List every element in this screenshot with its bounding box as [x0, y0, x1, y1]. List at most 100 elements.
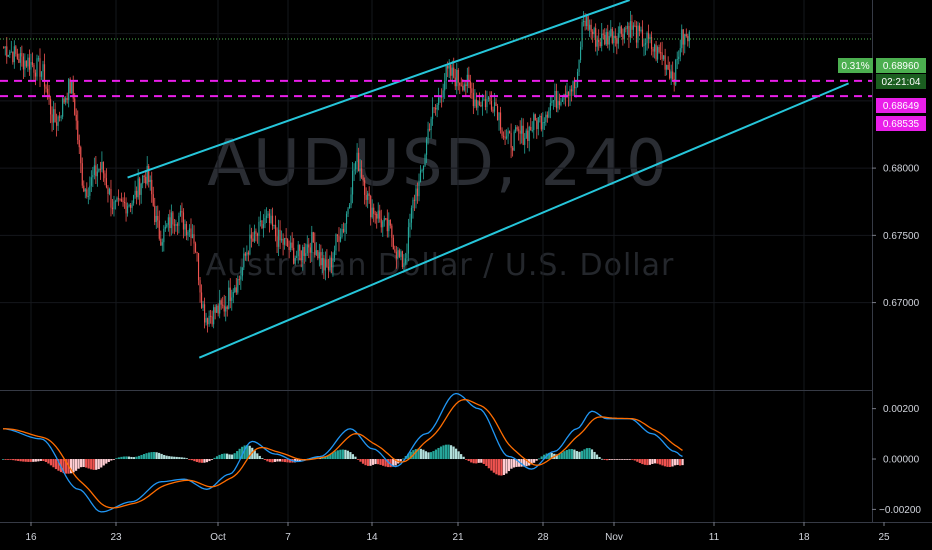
- candle-body: [321, 257, 323, 266]
- candle-body: [362, 177, 364, 181]
- candle-body: [56, 122, 58, 126]
- candle-body: [241, 267, 243, 277]
- macd-hist-bar: [210, 459, 214, 460]
- macd-hist-bar: [69, 459, 73, 474]
- candle-body: [42, 64, 44, 72]
- candle-body: [158, 220, 160, 239]
- macd-hist-bar: [658, 459, 662, 465]
- macd-hist-bar: [115, 458, 118, 460]
- macd-hist-bar: [77, 459, 80, 469]
- candle-body: [104, 173, 106, 179]
- candle-body: [86, 189, 88, 197]
- macd-hist-bar: [34, 459, 37, 462]
- macd-hist-bar: [193, 459, 196, 462]
- candle-body: [421, 169, 423, 171]
- candle-body: [604, 34, 606, 45]
- candle-body: [68, 79, 70, 100]
- candle-body: [592, 31, 594, 35]
- macd-hist-bar: [540, 456, 543, 460]
- macd-hist-bar: [565, 449, 568, 460]
- macd-hist-bar: [618, 459, 621, 460]
- candle-body: [303, 246, 305, 256]
- candle-body: [611, 28, 613, 44]
- candle-body: [276, 236, 278, 247]
- macd-hist-bar: [87, 459, 90, 469]
- candle-body: [602, 33, 604, 35]
- candle-body: [287, 238, 289, 247]
- macd-hist-bar: [595, 454, 599, 460]
- macd-hist-bar: [369, 459, 372, 466]
- candle-body: [315, 250, 317, 255]
- macd-hist-bar: [85, 459, 88, 468]
- macd-hist-bar: [432, 451, 435, 460]
- macd-hist-bar: [434, 449, 438, 460]
- candle-body: [478, 101, 480, 105]
- candle-body: [210, 315, 212, 317]
- candle-body: [682, 29, 684, 45]
- macd-hist-bar: [460, 454, 463, 460]
- macd-hist-bar: [339, 449, 342, 460]
- candle-body: [116, 198, 118, 201]
- candle-body: [607, 32, 609, 45]
- macd-hist-bar: [52, 459, 55, 468]
- candle-body: [231, 297, 233, 301]
- macd-hist-bar: [49, 459, 53, 466]
- macd-hist-bar: [359, 459, 362, 462]
- macd-hist-bar: [366, 459, 370, 466]
- macd-hist-bar: [145, 453, 148, 460]
- candle-body: [385, 218, 387, 220]
- macd-hist-bar: [387, 459, 390, 468]
- candle-body: [388, 219, 390, 232]
- macd-hist-bar: [568, 449, 571, 460]
- candle-body: [643, 44, 645, 46]
- candle-body: [184, 224, 186, 230]
- macd-hist-bar: [382, 459, 385, 466]
- candle-body: [338, 235, 340, 242]
- macd-hist-bar: [472, 459, 475, 464]
- candle-body: [653, 44, 656, 52]
- macd-hist-bar: [633, 459, 636, 461]
- candle-body: [578, 60, 580, 73]
- candle-body: [114, 200, 117, 202]
- candle-body: [545, 114, 547, 123]
- candle-body: [401, 251, 403, 268]
- macd-hist-bar: [153, 452, 156, 460]
- macd-hist-bar: [132, 457, 136, 460]
- candle-body: [259, 220, 262, 222]
- macd-hist-bar: [663, 459, 667, 467]
- candle-body: [309, 247, 311, 253]
- candle-body: [90, 177, 92, 186]
- candle-body: [219, 300, 221, 314]
- macd-hist-bar: [455, 448, 458, 460]
- candle-body: [59, 116, 61, 118]
- candle-body: [232, 291, 234, 298]
- candle-body: [454, 77, 456, 87]
- time-axis[interactable]: [0, 522, 932, 550]
- candle-body: [580, 46, 582, 61]
- macd-hist-bar: [361, 459, 365, 464]
- macd-hist-bar: [258, 455, 261, 460]
- macd-hist-bar: [379, 459, 382, 465]
- macd-hist-bar: [213, 457, 216, 460]
- candle-body: [409, 222, 411, 228]
- macd-hist-bar: [336, 450, 339, 460]
- macd-hist-bar: [102, 459, 105, 466]
- candle-body: [102, 161, 104, 174]
- macd-hist-bar: [573, 449, 576, 460]
- macd-line: [2, 392, 683, 513]
- candle-body: [173, 224, 175, 226]
- channel-lower-line[interactable]: [198, 82, 849, 359]
- candle-body: [244, 253, 246, 256]
- candle-body: [113, 201, 115, 210]
- candle-body: [296, 256, 298, 258]
- channel-upper-line[interactable]: [127, 0, 630, 179]
- candle-body: [345, 213, 348, 224]
- candle-body: [664, 55, 666, 70]
- candle-body: [107, 187, 109, 194]
- candle-body: [444, 80, 446, 91]
- macd-hist-bar: [276, 459, 279, 462]
- candle-body: [95, 165, 97, 177]
- macd-hist-bar: [555, 454, 558, 460]
- candle-body: [537, 117, 539, 130]
